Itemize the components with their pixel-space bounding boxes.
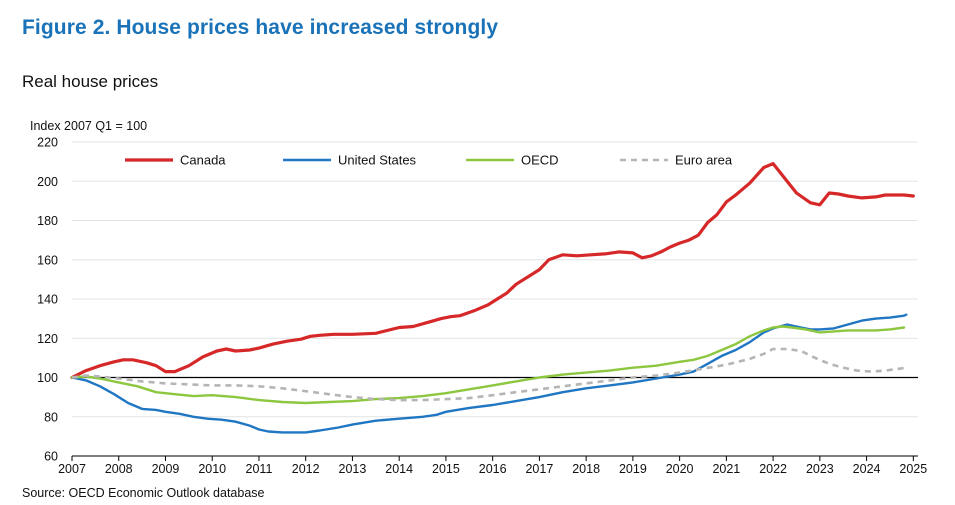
- series-lines: [70, 162, 915, 434]
- y-tick-label-120: 120: [37, 332, 58, 346]
- legend: Canada United States OECD Euro area: [125, 153, 733, 168]
- y-tick-label-220: 220: [37, 136, 58, 150]
- x-tick-label-2022: 2022: [759, 462, 787, 476]
- x-tick-label-2020: 2020: [666, 462, 694, 476]
- x-tick-label-2021: 2021: [712, 462, 740, 476]
- chart-subtitle: Real house prices: [22, 72, 159, 91]
- x-tick-label-2016: 2016: [479, 462, 507, 476]
- legend-label-euro-area: Euro area: [675, 153, 733, 168]
- x-tick-label-2010: 2010: [198, 462, 226, 476]
- legend-label-canada: Canada: [180, 153, 226, 168]
- x-tick-label-2009: 2009: [152, 462, 180, 476]
- figure-title: Figure 2. House prices have increased st…: [22, 16, 499, 39]
- legend-label-united-states: United States: [338, 153, 417, 168]
- y-tick-label-80: 80: [44, 410, 58, 424]
- y-tick-label-200: 200: [37, 175, 58, 189]
- gridlines: [72, 141, 918, 418]
- y-axis-label: Index 2007 Q1 = 100: [30, 119, 147, 133]
- y-tick-label-180: 180: [37, 214, 58, 228]
- x-tick-label-2015: 2015: [432, 462, 460, 476]
- x-tick-label-2025: 2025: [899, 462, 927, 476]
- y-tick-label-140: 140: [37, 293, 58, 307]
- series-line-oecd: [70, 325, 906, 405]
- legend-label-oecd: OECD: [521, 153, 559, 168]
- x-tick-label-2013: 2013: [339, 462, 367, 476]
- x-tick-label-2008: 2008: [105, 462, 133, 476]
- y-tick-label-100: 100: [37, 371, 58, 385]
- y-tick-label-60: 60: [44, 450, 58, 464]
- y-tick-label-160: 160: [37, 253, 58, 267]
- x-tick-label-2011: 2011: [246, 462, 273, 476]
- x-tick-label-2017: 2017: [525, 462, 553, 476]
- x-tick-label-2019: 2019: [619, 462, 647, 476]
- axes: 60 80 100 120 140 160 180 200 220 2007 2008 2009 201…: [37, 136, 927, 477]
- series-line-united-states: [70, 313, 908, 434]
- x-tick-label-2018: 2018: [572, 462, 600, 476]
- series-line-canada: [70, 162, 915, 380]
- series-line-euro-area: [71, 347, 907, 402]
- source-note: Source: OECD Economic Outlook database: [22, 486, 265, 500]
- x-tick-label-2012: 2012: [292, 462, 320, 476]
- x-tick-label-2014: 2014: [385, 462, 413, 476]
- x-tick-label-2007: 2007: [58, 462, 86, 476]
- x-tick-label-2023: 2023: [806, 462, 834, 476]
- x-tick-label-2024: 2024: [853, 462, 881, 476]
